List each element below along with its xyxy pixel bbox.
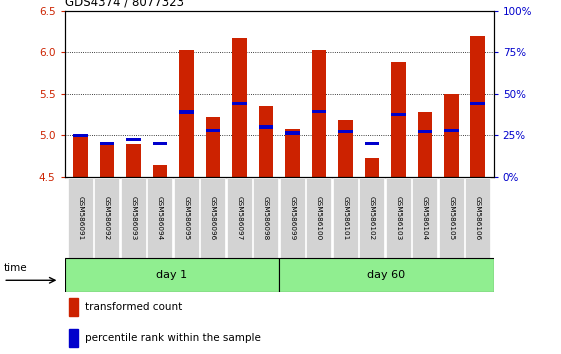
Bar [444,94,458,177]
Text: transformed count: transformed count [85,302,182,312]
Bar [68,178,93,258]
Bar [365,158,379,177]
Bar [471,102,485,105]
Bar [121,178,146,258]
Bar [179,110,194,114]
Text: GSM586095: GSM586095 [183,195,190,240]
Bar [232,38,247,177]
Bar [73,134,88,137]
Bar [100,142,114,145]
Bar [306,178,332,258]
Bar [391,62,406,177]
Bar [360,178,384,258]
Text: GSM586097: GSM586097 [236,195,242,240]
Bar [386,178,411,258]
Text: GSM586103: GSM586103 [396,195,401,240]
Bar [126,138,141,141]
Text: GSM586094: GSM586094 [157,195,163,240]
Text: day 1: day 1 [157,270,187,280]
Bar [232,102,247,105]
Bar [391,113,406,116]
Text: GSM586099: GSM586099 [289,195,295,240]
Bar [311,110,326,113]
Text: percentile rank within the sample: percentile rank within the sample [85,333,260,343]
Bar [412,178,437,258]
Bar [465,178,490,258]
Bar [259,125,273,129]
Bar [285,131,300,135]
Bar [227,178,252,258]
Text: GSM586102: GSM586102 [369,195,375,240]
Text: GSM586093: GSM586093 [130,195,136,240]
Bar [69,329,78,347]
Bar [179,50,194,177]
Bar [333,178,358,258]
Bar [69,298,78,316]
Text: GSM586096: GSM586096 [210,195,216,240]
Text: day 60: day 60 [367,270,406,280]
Text: GSM586105: GSM586105 [448,195,454,240]
Bar [279,258,494,292]
Bar [148,178,172,258]
Text: time: time [3,263,27,273]
Text: GSM586100: GSM586100 [316,195,322,240]
Text: GSM586091: GSM586091 [77,195,84,240]
Text: GSM586101: GSM586101 [342,195,348,240]
Bar [259,106,273,177]
Bar [200,178,226,258]
Bar [365,142,379,145]
Bar [338,120,353,177]
Bar [100,144,114,177]
Bar [338,130,353,133]
Bar [205,129,220,132]
Bar [439,178,464,258]
Bar [153,165,167,177]
Text: GSM586104: GSM586104 [422,195,428,240]
Bar [174,178,199,258]
Bar [444,129,458,132]
Bar [417,112,432,177]
Text: GSM586106: GSM586106 [475,195,481,240]
Bar [94,178,119,258]
Text: GDS4374 / 8077323: GDS4374 / 8077323 [65,0,183,9]
Bar [280,178,305,258]
Bar [417,130,432,133]
Bar [285,129,300,177]
Text: GSM586098: GSM586098 [263,195,269,240]
Bar [254,178,278,258]
Bar [126,144,141,177]
Bar [205,117,220,177]
Bar [65,258,279,292]
Bar [311,50,326,177]
Text: GSM586092: GSM586092 [104,195,110,240]
Bar [73,135,88,177]
Bar [153,142,167,145]
Bar [471,36,485,177]
